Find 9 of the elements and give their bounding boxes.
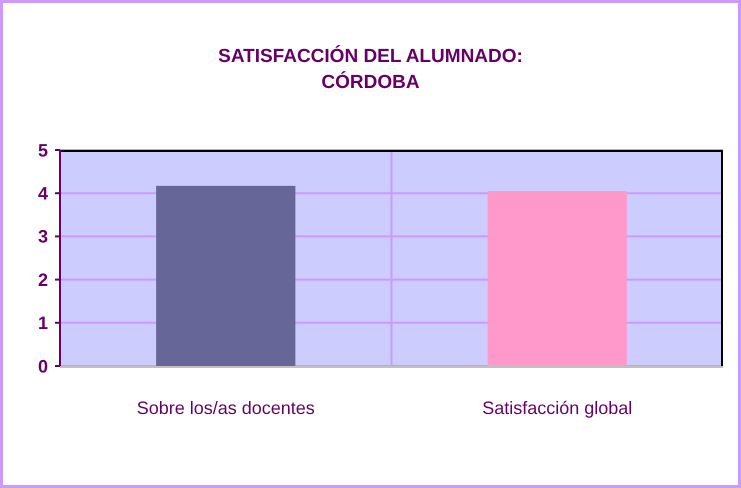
y-tick-label: 2: [38, 270, 48, 290]
y-tick-label: 0: [38, 356, 48, 376]
y-tick-label: 3: [38, 226, 48, 247]
y-tick-label: 5: [38, 140, 48, 160]
x-tick-label: Sobre los/as docentes: [136, 398, 315, 418]
y-tick-label: 1: [38, 313, 48, 334]
chart-title: SATISFACCIÓN DEL ALUMNADO: CÓRDOBA: [218, 45, 523, 93]
x-tick-label: Satisfacción global: [482, 398, 632, 418]
y-tick-label: 4: [38, 184, 48, 204]
